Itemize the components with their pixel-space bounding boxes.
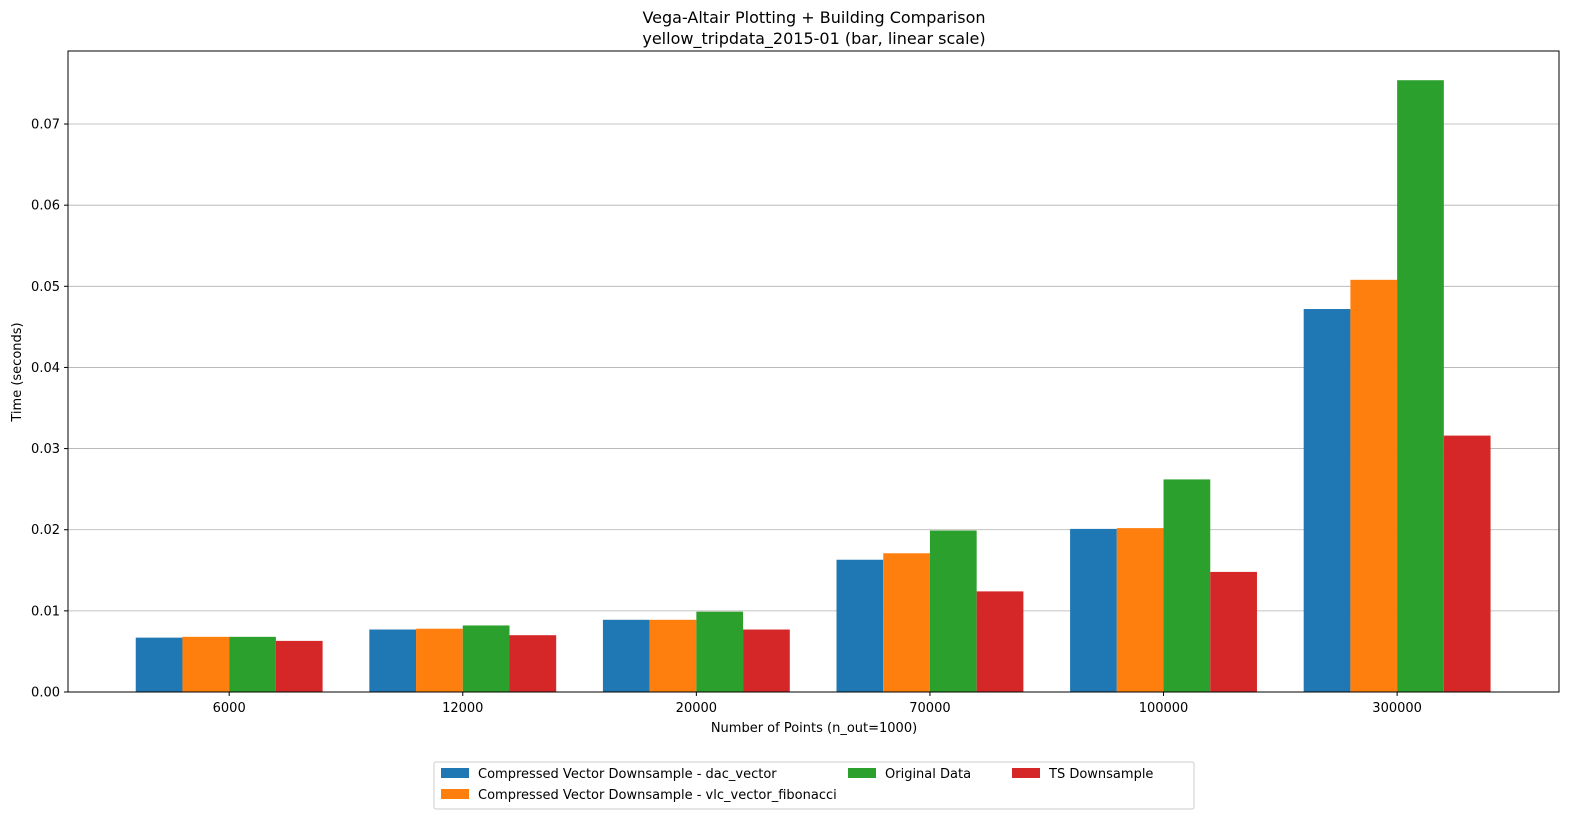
- plot-frame: [67, 50, 1560, 693]
- bar: [416, 628, 463, 692]
- y-tick-label: 0.07: [31, 118, 60, 133]
- legend-swatch: [441, 789, 469, 799]
- bar: [743, 629, 790, 692]
- bar: [509, 635, 557, 692]
- bar: [696, 611, 744, 692]
- y-tick-label: 0.06: [31, 199, 60, 214]
- legend-swatch: [848, 768, 876, 778]
- y-tick-label: 0.01: [31, 604, 60, 619]
- bar: [1443, 435, 1491, 692]
- x-tick-label: 70000: [909, 701, 950, 716]
- bar: [182, 636, 230, 692]
- y-tick-label: 0.02: [31, 523, 60, 538]
- bar: [1070, 528, 1117, 692]
- bar: [135, 637, 183, 692]
- y-axis-label: Time (seconds): [10, 322, 25, 422]
- y-tick-label: 0.03: [31, 442, 60, 457]
- bar: [1163, 479, 1211, 692]
- legend: Compressed Vector Downsample - dac_vecto…: [433, 761, 1195, 810]
- legend-swatch: [441, 768, 469, 778]
- bar: [836, 559, 884, 692]
- bar: [1397, 80, 1444, 692]
- bars: [135, 80, 1491, 692]
- bar: [602, 619, 650, 692]
- y-tick-label: 0.00: [31, 686, 60, 701]
- legend-label: TS Downsample: [1048, 767, 1153, 782]
- bar: [369, 629, 417, 692]
- legend-frame: [433, 761, 1195, 810]
- legend-label: Original Data: [885, 767, 971, 782]
- bar: [883, 553, 930, 692]
- bar: [649, 619, 697, 692]
- bar: [1210, 571, 1257, 692]
- legend-swatch: [1012, 768, 1040, 778]
- x-tick-label: 6000: [213, 701, 246, 716]
- bar: [462, 625, 510, 692]
- y-tick-label: 0.04: [31, 361, 60, 376]
- chart-subtitle: yellow_tripdata_2015-01 (bar, linear sca…: [642, 29, 985, 49]
- x-tick-label: 300000: [1372, 701, 1422, 716]
- bar: [275, 640, 323, 692]
- bar: [1116, 528, 1164, 692]
- legend-label: Compressed Vector Downsample - dac_vecto…: [478, 767, 777, 782]
- x-ticks: 6000 12000 20000 70000 100000 300000: [213, 692, 1422, 716]
- x-tick-label: 100000: [1139, 701, 1189, 716]
- bar: [1303, 309, 1351, 692]
- chart-title: Vega-Altair Plotting + Building Comparis…: [642, 8, 985, 27]
- bar: [229, 636, 276, 692]
- y-ticks: 0.00 0.01 0.02 0.03 0.04 0.05 0.06 0.07: [31, 118, 68, 701]
- x-tick-label: 20000: [676, 701, 717, 716]
- x-axis-label: Number of Points (n_out=1000): [711, 721, 917, 736]
- bar: [929, 530, 977, 692]
- legend-label: Compressed Vector Downsample - vlc_vecto…: [478, 788, 837, 803]
- bar: [976, 591, 1024, 692]
- bar: [1350, 279, 1398, 692]
- y-tick-label: 0.05: [31, 280, 60, 295]
- x-tick-label: 12000: [442, 701, 483, 716]
- grid-lines: [68, 123, 1559, 612]
